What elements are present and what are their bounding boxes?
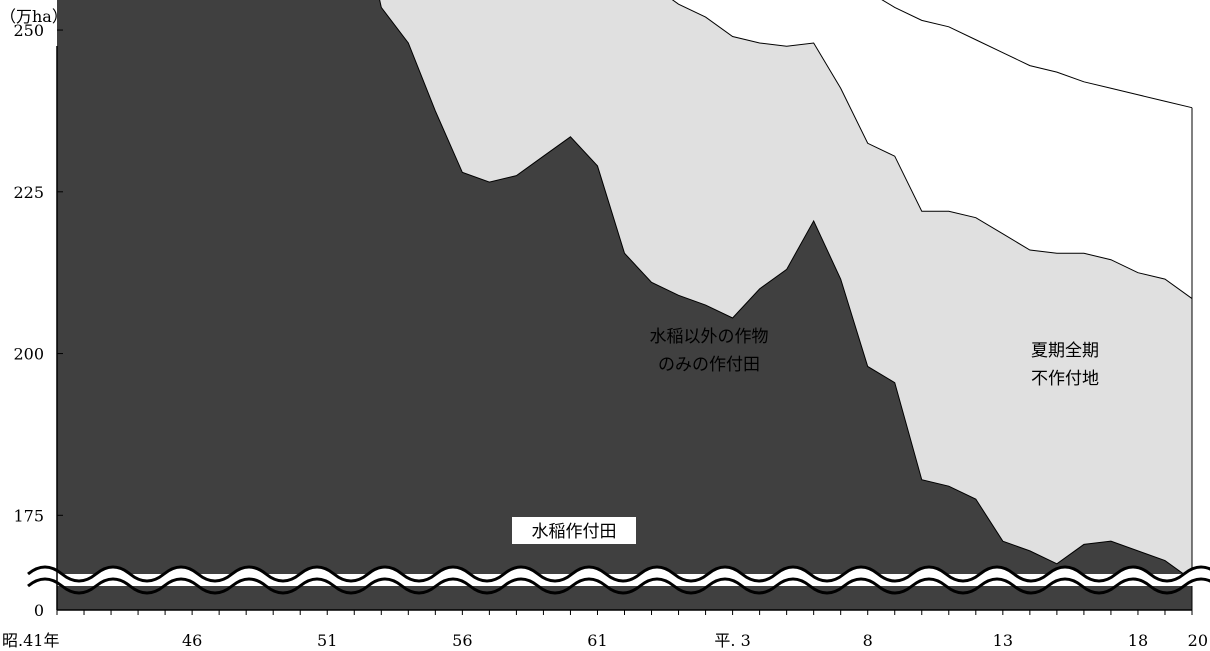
- break-wave-lower: [27, 577, 1210, 595]
- x-tick-label-40: 18: [1128, 631, 1148, 650]
- x-tick-labels: 昭.41年 46 51 56 61 平. 3 8 13 18 20: [2, 631, 1208, 650]
- series-outlines: [379, 0, 1193, 610]
- y-tick-label-200: 200: [13, 345, 44, 364]
- y-tick-label-225: 225: [13, 183, 44, 202]
- annotation-other-crops-line-2: のみの作付田: [658, 355, 760, 375]
- x-tick-label-30: 8: [863, 631, 873, 650]
- x-tick-label-0: 昭.41年: [2, 631, 59, 650]
- x-tick-label-35: 13: [993, 631, 1013, 650]
- y-tick-label-250: 250: [13, 21, 44, 40]
- stacked-areas: [57, 0, 1192, 610]
- y-tick-label-0: 0: [34, 601, 44, 620]
- line-fallow: [881, 0, 1193, 109]
- x-tick-label-5: 46: [182, 631, 202, 650]
- area-paddy-rice: [57, 0, 1192, 610]
- axis-break-marker: [27, 565, 1210, 595]
- y-tick-labels: 0175200225250275300325: [13, 21, 44, 620]
- annotation-other-crops-line-1: 水稲以外の作物: [650, 327, 769, 347]
- annotation-paddy-rice-label: 水稲作付田: [532, 522, 617, 542]
- annotation-fallow: 夏期全期 不作付地: [1031, 341, 1099, 389]
- area-fallow: [672, 0, 1192, 299]
- y-tick-label-175: 175: [13, 506, 44, 525]
- axes: [56, 29, 1193, 615]
- break-wave-upper: [27, 565, 1210, 583]
- x-tick-label-15: 56: [452, 631, 472, 650]
- annotation-paddy-rice-box: [512, 517, 636, 544]
- line-paddy-rice: [379, 0, 1193, 581]
- annotation-fallow-line-2: 不作付地: [1031, 369, 1099, 389]
- line-other-crops: [671, 0, 1193, 299]
- x-tick-label-25: 平. 3: [714, 631, 750, 650]
- area-other-crops: [379, 0, 1192, 581]
- x-tick-label-20: 61: [587, 631, 607, 650]
- x-tick-label-10: 51: [317, 631, 337, 650]
- annotation-other-crops: 水稲以外の作物 のみの作付田: [650, 327, 769, 375]
- x-tick-label-42: 20: [1188, 631, 1208, 650]
- annotation-fallow-line-1: 夏期全期: [1031, 341, 1099, 361]
- y-unit-label: （万ha）: [0, 7, 68, 26]
- annotation-paddy-rice: 水稲作付田: [512, 517, 636, 544]
